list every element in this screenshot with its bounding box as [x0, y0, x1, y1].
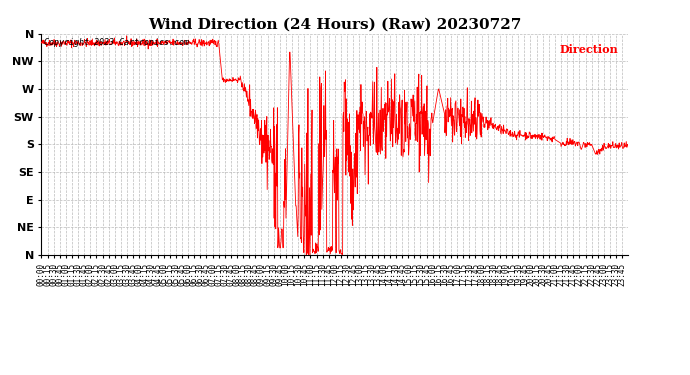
Legend: Direction: Direction	[555, 39, 622, 59]
Text: Copyright 2023 Cartronics.com: Copyright 2023 Cartronics.com	[44, 38, 189, 47]
Title: Wind Direction (24 Hours) (Raw) 20230727: Wind Direction (24 Hours) (Raw) 20230727	[148, 17, 522, 31]
